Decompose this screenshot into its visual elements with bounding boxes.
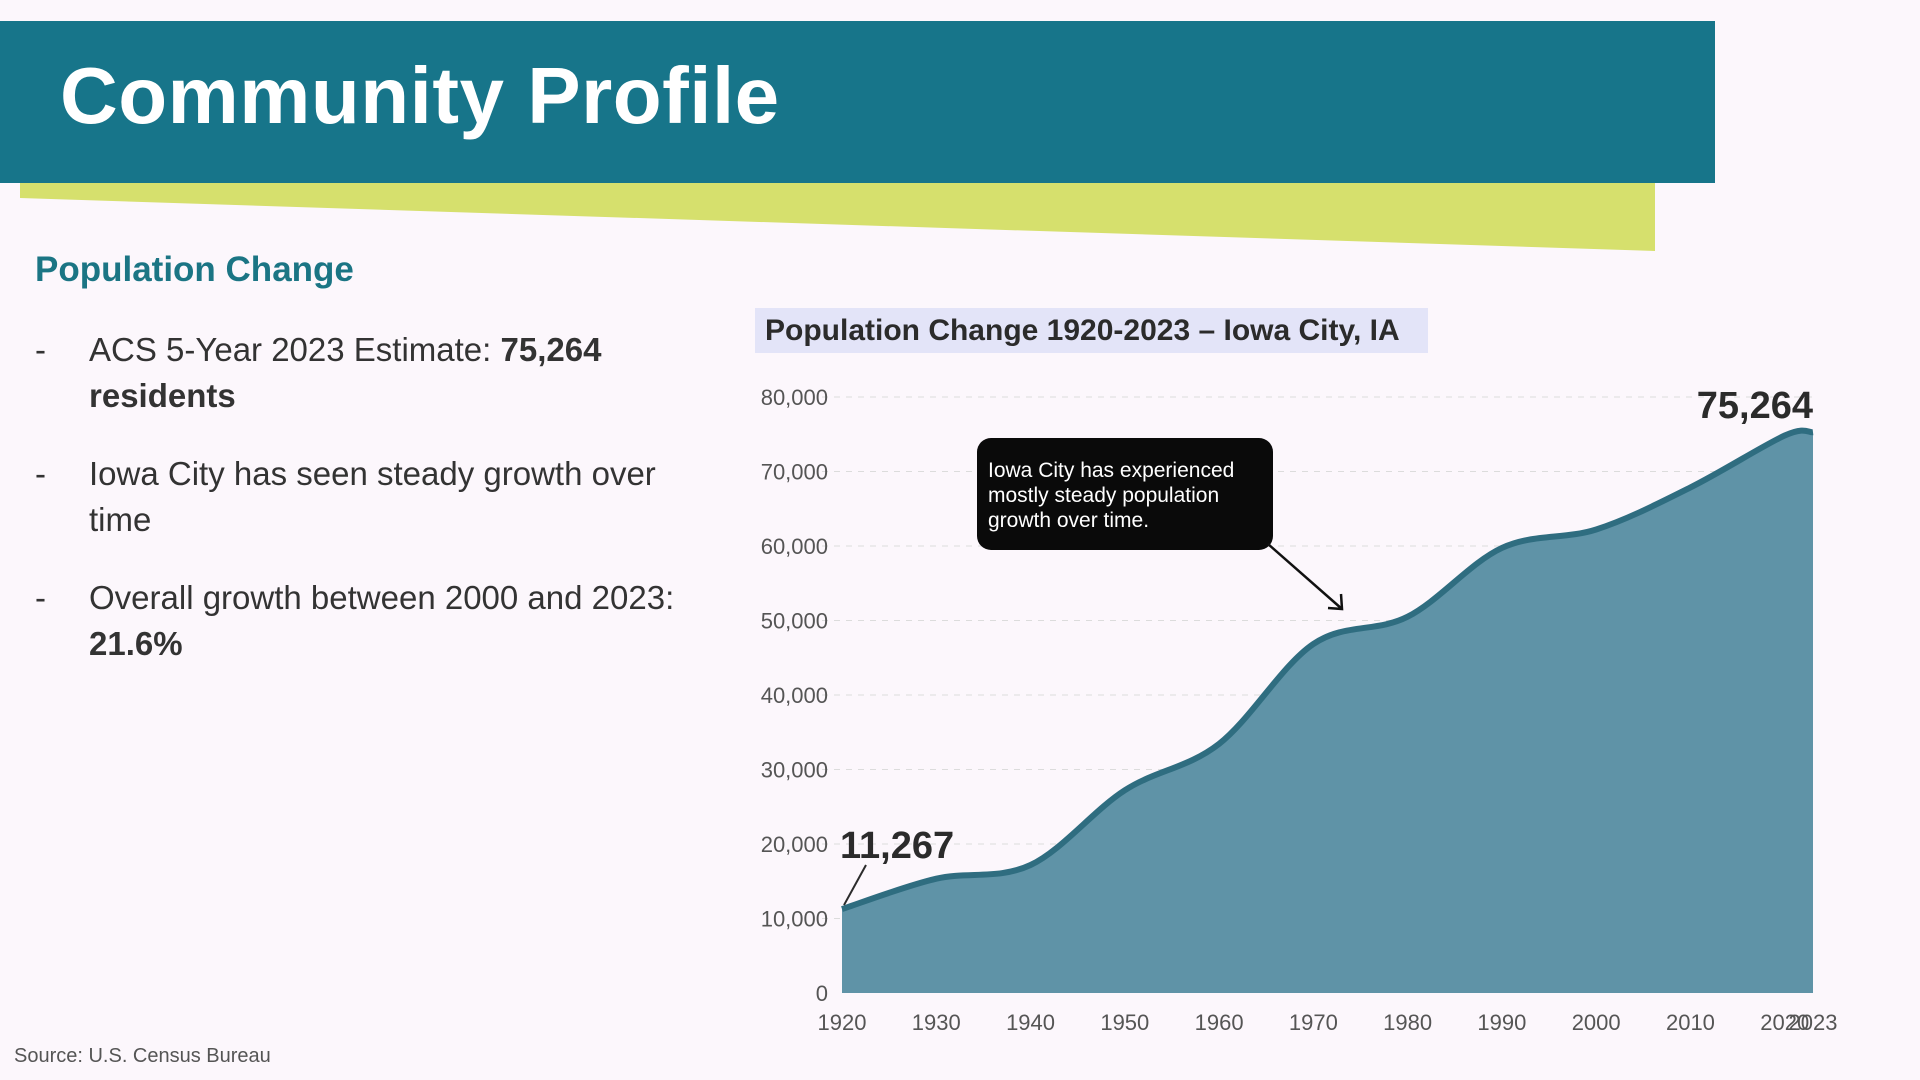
y-tick-label: 70,000 <box>761 460 828 485</box>
bullet-text-bold: 21.6% <box>89 625 183 662</box>
bullet-dash: - <box>35 331 46 368</box>
source-note: Source: U.S. Census Bureau <box>14 1045 271 1067</box>
x-tick-label: 1920 <box>818 1010 867 1035</box>
x-tick-label: 2023 <box>1789 1010 1838 1035</box>
end-value-label: 75,264 <box>1697 385 1813 427</box>
y-tick-label: 60,000 <box>761 534 828 559</box>
x-tick-label: 1930 <box>912 1010 961 1035</box>
area-fill <box>842 430 1813 993</box>
bullet-list: - ACS 5-Year 2023 Estimate: 75,264 resid… <box>35 327 715 699</box>
callout-box <box>977 438 1273 550</box>
start-value-label: 11,267 <box>840 825 954 867</box>
page-title: Community Profile <box>60 51 780 140</box>
x-tick-label: 2020 <box>1760 1010 1809 1035</box>
y-tick-label: 0 <box>816 981 828 1006</box>
callout-text: Iowa City has experienced mostly steady p… <box>988 459 1234 532</box>
x-tick-label: 1980 <box>1383 1010 1432 1035</box>
accent-stripe <box>20 183 1655 251</box>
y-tick-label: 10,000 <box>761 907 828 932</box>
bullet-text-plain: ACS 5-Year 2023 Estimate: <box>89 331 501 368</box>
x-tick-label: 2000 <box>1572 1010 1621 1035</box>
callout-arrowhead <box>1327 593 1344 611</box>
bullet-item: - Iowa City has seen steady growth over … <box>35 451 715 543</box>
x-tick-label: 1970 <box>1289 1010 1338 1035</box>
x-tick-label: 2010 <box>1666 1010 1715 1035</box>
bullet-text: Iowa City has seen steady growth over ti… <box>89 451 715 543</box>
accent-band <box>20 183 1655 251</box>
x-tick-label: 1990 <box>1477 1010 1526 1035</box>
chart-title: Population Change 1920-2023 – Iowa City,… <box>755 308 1428 353</box>
y-tick-label: 50,000 <box>761 609 828 634</box>
bullet-text-bold: 75,264 residents <box>89 331 602 414</box>
bullet-item: - ACS 5-Year 2023 Estimate: 75,264 resid… <box>35 327 715 419</box>
x-tick-label: 1940 <box>1006 1010 1055 1035</box>
y-tick-label: 80,000 <box>761 385 828 410</box>
y-tick-label: 30,000 <box>761 758 828 783</box>
header-band <box>0 21 1715 183</box>
y-tick-label: 20,000 <box>761 832 828 857</box>
bullet-text: Overall growth between 2000 and 2023: 21… <box>89 575 715 667</box>
bullet-text-plain: Overall growth between 2000 and 2023: <box>89 579 675 616</box>
bullet-text-plain: Iowa City has seen steady growth over ti… <box>89 455 656 538</box>
bullet-text: ACS 5-Year 2023 Estimate: 75,264 residen… <box>89 327 715 419</box>
bullet-dash: - <box>35 579 46 616</box>
section-title: Population Change <box>35 250 354 289</box>
area-line <box>841 427 1814 912</box>
x-tick-label: 1960 <box>1195 1010 1244 1035</box>
y-tick-label: 40,000 <box>761 683 828 708</box>
bullet-dash: - <box>35 455 46 492</box>
callout-arrow <box>1267 543 1343 610</box>
start-label-leader <box>843 864 867 906</box>
bullet-item: - Overall growth between 2000 and 2023: … <box>35 575 715 667</box>
x-tick-label: 1950 <box>1100 1010 1149 1035</box>
